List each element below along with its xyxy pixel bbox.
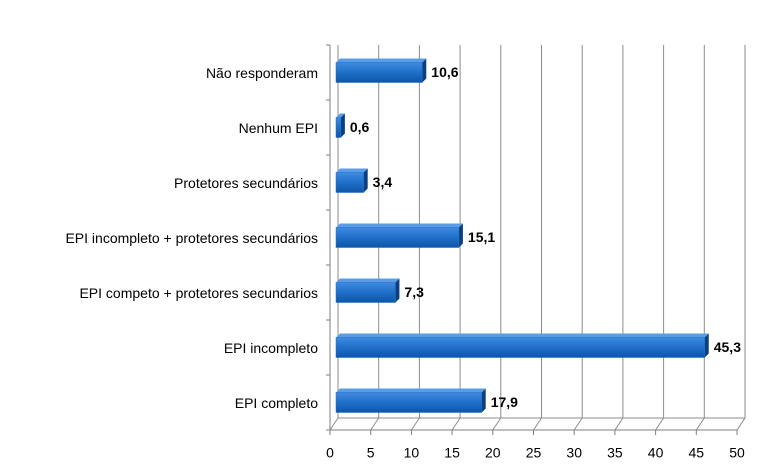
bar-side <box>363 168 368 193</box>
bar-top <box>336 168 368 173</box>
x-tick-label: 25 <box>526 445 542 461</box>
y-tick-label: EPI incompleto <box>224 340 318 356</box>
bar-side <box>704 333 709 358</box>
floor-line <box>736 417 746 431</box>
value-label: 3,4 <box>373 174 393 190</box>
bar <box>335 172 364 193</box>
y-tick-label: EPI completo <box>235 395 318 411</box>
bar-top <box>336 223 463 228</box>
y-tick-label: Nenhum EPI <box>239 120 318 136</box>
floor-line <box>533 417 542 431</box>
value-label: 7,3 <box>404 284 424 300</box>
value-label: 17,9 <box>491 394 518 410</box>
bar-top <box>336 58 427 63</box>
x-tick-label: 45 <box>689 445 705 461</box>
bar-side <box>481 388 486 413</box>
floor-line <box>410 417 420 431</box>
x-tick-label: 35 <box>607 445 623 461</box>
bar <box>335 62 423 83</box>
floor-line <box>329 417 339 431</box>
floor-line <box>655 417 665 431</box>
x-tick-label: 15 <box>444 445 460 461</box>
bar <box>335 337 705 358</box>
value-label: 45,3 <box>714 339 741 355</box>
bar <box>335 117 342 138</box>
y-tick-label: Protetores secundários <box>174 175 318 191</box>
x-tick-label: 5 <box>367 445 375 461</box>
y-tick-label: EPI incompleto + protetores secundários <box>65 230 318 246</box>
bar-top <box>336 333 709 338</box>
bar <box>335 282 396 303</box>
x-tick-label: 50 <box>729 445 745 461</box>
x-tick-label: 30 <box>566 445 582 461</box>
bar-side <box>340 113 345 138</box>
value-label: 0,6 <box>350 119 370 135</box>
x-tick-label: 0 <box>326 445 334 461</box>
floor-line <box>370 417 380 431</box>
bar-side <box>458 223 463 248</box>
bar-top <box>336 278 400 283</box>
bar <box>335 227 460 248</box>
floor-line <box>492 417 502 431</box>
floor-line <box>695 417 705 431</box>
bar <box>335 392 482 413</box>
floor-line <box>451 417 461 431</box>
x-tick-label: 40 <box>648 445 664 461</box>
bar-side <box>395 278 400 303</box>
bar-top <box>336 113 345 118</box>
value-label: 10,6 <box>431 64 458 80</box>
x-tick-label: 10 <box>404 445 420 461</box>
bar-side <box>422 58 427 83</box>
bar-top <box>336 388 486 393</box>
y-tick-label: Não responderam <box>206 65 318 81</box>
floor-line <box>573 417 583 431</box>
y-tick-label: EPI competo + protetores secundarios <box>79 285 318 301</box>
value-label: 15,1 <box>468 229 495 245</box>
floor-line <box>614 417 624 431</box>
x-tick-label: 20 <box>485 445 501 461</box>
